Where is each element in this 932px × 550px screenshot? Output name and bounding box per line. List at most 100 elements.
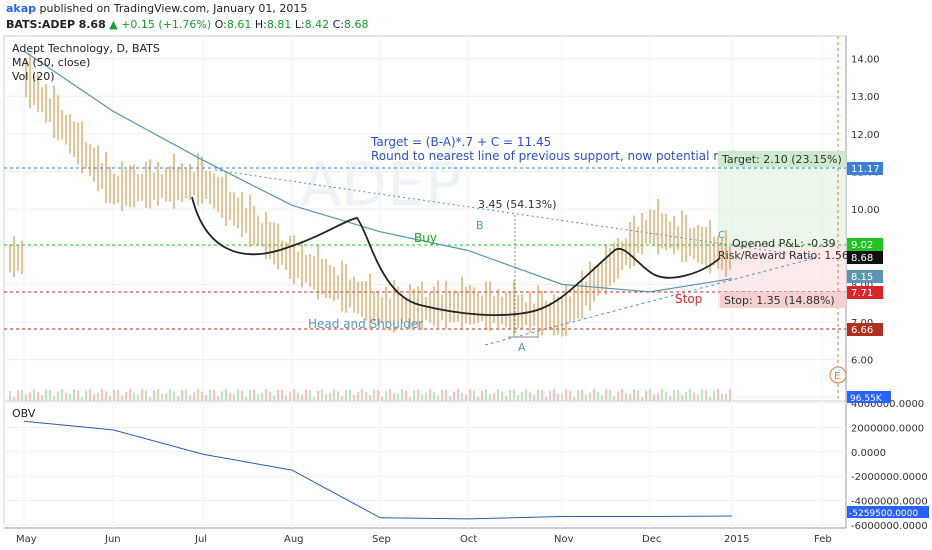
- support-trendline[interactable]: [484, 257, 816, 346]
- volume-bar: [441, 389, 443, 401]
- volume-bar: [525, 389, 527, 401]
- volume-bar: [461, 392, 463, 401]
- volume-bar: [657, 392, 659, 401]
- obv-badge: -5259500.0000: [847, 506, 929, 519]
- volume-bar: [165, 393, 167, 401]
- earnings-icon[interactable]: [829, 366, 847, 384]
- obv-tick-label: 0.0000: [851, 448, 886, 459]
- volume-bar: [229, 393, 231, 401]
- volume-bar: [701, 389, 703, 401]
- opened-pl-text: Opened P&L: -0.39: [732, 237, 836, 250]
- volume-bar: [97, 392, 99, 401]
- time-tick-label: Oct: [460, 534, 477, 545]
- volume-bar: [209, 389, 211, 401]
- volume-bar: [605, 389, 607, 401]
- target-box[interactable]: [718, 151, 846, 167]
- volume-badge: 96.55K: [847, 391, 891, 404]
- volume-bar: [17, 390, 19, 401]
- volume-bar: [421, 394, 423, 401]
- volume-bar: [705, 390, 707, 401]
- volume-bar: [581, 389, 583, 401]
- volume-bar: [413, 390, 415, 401]
- volume-bar: [561, 393, 563, 401]
- volume-bar: [553, 389, 555, 401]
- volume-bar: [617, 391, 619, 401]
- price-tick-label: 8.00: [851, 280, 873, 291]
- time-tick-label: Sep: [372, 534, 391, 545]
- volume-bar: [349, 389, 351, 401]
- published-text: published on TradingView.com, January 01…: [39, 2, 308, 15]
- volume-bar: [593, 389, 595, 401]
- resistance-trendline[interactable]: [214, 169, 821, 259]
- volume-bar: [117, 389, 119, 401]
- volume-bar: [689, 389, 691, 401]
- volume-bar: [249, 390, 251, 401]
- price-badge-last: 8.68: [847, 251, 883, 264]
- volume-bar: [661, 389, 663, 401]
- volume-bar: [685, 391, 687, 401]
- volume-bar: [709, 396, 711, 401]
- volume-bar: [477, 396, 479, 401]
- legend-volume[interactable]: Vol (20): [12, 70, 55, 83]
- open-value: 8.61: [226, 18, 252, 31]
- price-badge-target: 11.17: [847, 162, 883, 175]
- close-label: C:: [332, 18, 345, 31]
- legend-obv[interactable]: OBV: [12, 407, 36, 420]
- volume-bar: [85, 390, 87, 401]
- volume-bar: [337, 391, 339, 401]
- volume-bar: [649, 389, 651, 401]
- last-price: 8.68: [78, 18, 106, 31]
- volume-bar: [377, 390, 379, 401]
- volume-bar: [469, 389, 471, 401]
- volume-bar: [293, 389, 295, 401]
- volume-bar: [493, 393, 495, 401]
- volume-bar: [653, 394, 655, 401]
- volume-bar: [677, 389, 679, 401]
- volume-bar: [149, 396, 151, 401]
- volume-bar: [725, 393, 727, 401]
- stop-box[interactable]: [720, 292, 846, 308]
- legend-ma[interactable]: MA (50, close): [12, 56, 91, 69]
- legend-title[interactable]: Adept Technology, D, BATS: [12, 42, 160, 55]
- volume-bar: [317, 390, 319, 401]
- measure-text: 3.45 (54.13%): [478, 198, 557, 211]
- volume-bar: [517, 395, 519, 401]
- volume-bar: [673, 389, 675, 401]
- volume-bar: [497, 389, 499, 401]
- volume-bar: [125, 391, 127, 401]
- author-link[interactable]: akap: [6, 2, 37, 15]
- volume-bar: [341, 396, 343, 401]
- volume-bar: [501, 391, 503, 401]
- obv-tick-label: -2000000.0000: [851, 472, 928, 483]
- volume-bar: [549, 391, 551, 401]
- price-tick-label: 10.00: [851, 205, 880, 216]
- volume-bar: [113, 389, 115, 401]
- time-tick-label: Feb: [814, 534, 832, 545]
- volume-bar: [369, 394, 371, 401]
- svg-text:8.68: 8.68: [851, 253, 873, 264]
- target-box-text: Target: 2.10 (23.15%): [721, 153, 842, 166]
- volume-bar: [277, 389, 279, 401]
- symbol-watermark: ADEP: [300, 150, 461, 220]
- obv-axis-ticks: 4000000.0000 2000000.0000 0.0000 -2000000.0…: [851, 399, 928, 532]
- volume-bar: [153, 390, 155, 401]
- point-b-text: B: [476, 219, 484, 232]
- volume-bar: [201, 392, 203, 401]
- up-arrow-icon: ▲: [109, 18, 118, 31]
- volume-bar: [373, 389, 375, 401]
- volume-bar: [21, 389, 23, 401]
- volume-bar: [625, 392, 627, 401]
- volume-bar: [281, 389, 283, 401]
- volume-bar: [301, 394, 303, 401]
- volume-bar: [641, 396, 643, 401]
- volume-bar: [417, 389, 419, 401]
- volume-bar: [217, 395, 219, 401]
- price-axis-ticks: 5.006.007.008.009.0010.0011.0012.0013.00…: [851, 55, 880, 405]
- volume-bar: [425, 392, 427, 401]
- volume-bar: [261, 392, 263, 401]
- volume-bar: [329, 393, 331, 401]
- price-bars: [9, 53, 731, 338]
- head-shoulder-curve[interactable]: [191, 196, 721, 316]
- volume-bar: [305, 389, 307, 401]
